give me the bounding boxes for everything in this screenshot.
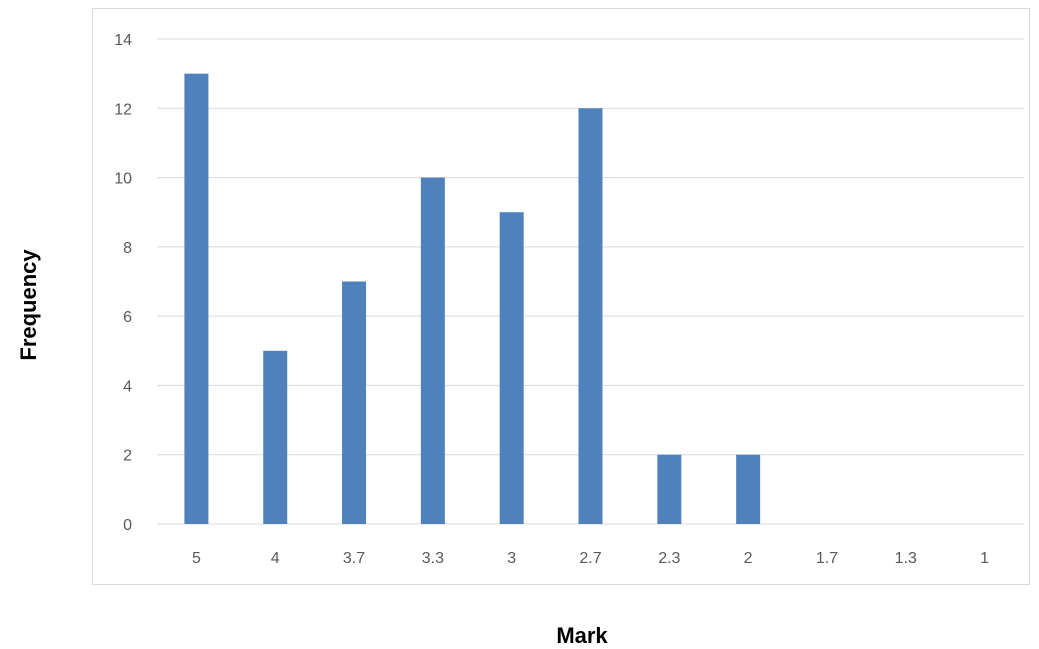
x-tick-label: 3: [507, 550, 516, 567]
x-tick-label: 3.7: [343, 550, 365, 567]
y-tick-label: 12: [114, 101, 132, 118]
x-tick-label: 2: [744, 550, 753, 567]
bar: [657, 454, 682, 524]
y-tick-label: 0: [123, 517, 132, 534]
y-tick-label: 6: [123, 309, 132, 326]
bars: [184, 73, 761, 525]
chart-frame: [92, 8, 1030, 585]
y-axis-title: Frequency: [16, 249, 41, 361]
bar: [263, 350, 288, 524]
x-tick-label: 1.3: [895, 550, 917, 567]
bar: [342, 281, 367, 524]
x-tick-label: 1.7: [816, 550, 838, 567]
y-tick-label: 14: [114, 32, 132, 49]
bar: [420, 177, 445, 525]
y-axis-ticks: 0 2 4 6 8 10 12 14: [114, 32, 132, 534]
y-tick-label: 10: [114, 171, 132, 188]
x-tick-label: 4: [271, 550, 280, 567]
x-tick-label: 2.7: [579, 550, 601, 567]
x-tick-label: 3.3: [422, 550, 444, 567]
bar: [184, 73, 209, 525]
x-tick-label: 2.3: [658, 550, 680, 567]
bar: [736, 454, 761, 524]
x-tick-label: 1: [980, 550, 989, 567]
x-tick-label: 5: [192, 550, 201, 567]
y-tick-label: 2: [123, 448, 132, 465]
bar: [578, 108, 603, 525]
bar: [499, 212, 524, 524]
x-axis-title: Mark: [556, 623, 608, 648]
x-axis-ticks: 5 4 3.7 3.3 3 2.7 2.3 2 1.7 1.3 1: [192, 550, 989, 567]
y-tick-label: 8: [123, 240, 132, 257]
y-tick-label: 4: [123, 378, 132, 395]
